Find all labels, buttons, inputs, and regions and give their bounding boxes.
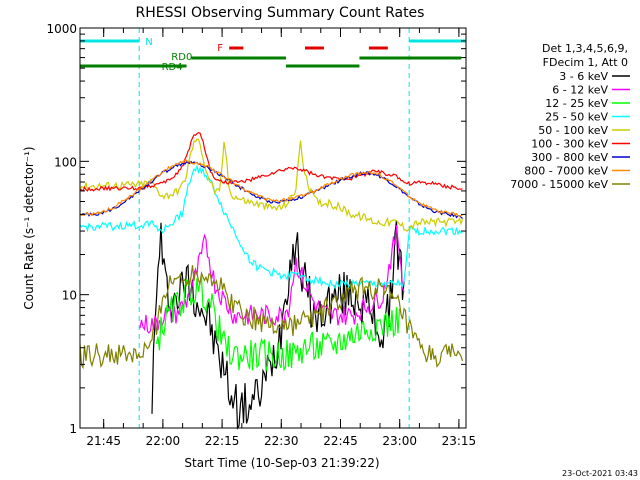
legend-label: 3 - 6 keV bbox=[559, 70, 608, 83]
series-line bbox=[79, 265, 464, 370]
legend-label: 50 - 100 keV bbox=[538, 124, 608, 137]
y-tick-label: 10 bbox=[62, 289, 77, 303]
legend-header-line-2: FDecim 1, Att 0 bbox=[543, 56, 628, 69]
series-line bbox=[155, 276, 401, 372]
flare-label: F bbox=[217, 43, 223, 54]
legend-label: 300 - 800 keV bbox=[531, 151, 608, 164]
x-tick-label: 23:15 bbox=[442, 434, 477, 448]
y-axis-label: Count Rate (s⁻¹ detector⁻¹) bbox=[22, 146, 36, 309]
legend-label: 12 - 25 keV bbox=[545, 97, 608, 110]
chart-title: RHESSI Observing Summary Count Rates bbox=[136, 5, 425, 21]
footer-timestamp: 23-Oct-2021 03:43 bbox=[562, 469, 638, 478]
x-tick-label: 22:00 bbox=[146, 434, 181, 448]
x-tick-label: 22:15 bbox=[205, 434, 240, 448]
legend-label: 6 - 12 keV bbox=[552, 84, 608, 97]
series-line bbox=[79, 164, 463, 291]
y-tick-label: 1000 bbox=[46, 22, 77, 36]
legend-label: 100 - 300 keV bbox=[531, 138, 608, 151]
x-axis-label: Start Time (10-Sep-03 21:39:22) bbox=[184, 456, 379, 470]
x-tick-label: 22:45 bbox=[323, 434, 358, 448]
plot-frame bbox=[79, 27, 467, 429]
legend-label: 800 - 7000 keV bbox=[524, 165, 608, 178]
rd4-label: RD4 bbox=[162, 62, 183, 73]
legend-label: 25 - 50 keV bbox=[545, 111, 608, 124]
series-line bbox=[79, 159, 463, 217]
x-tick-label: 22:30 bbox=[264, 434, 299, 448]
rd0-label: RD0 bbox=[171, 52, 192, 63]
y-tick-label: 1 bbox=[69, 422, 77, 436]
x-tick-label: 23:00 bbox=[382, 434, 417, 448]
night-label: N bbox=[145, 37, 152, 48]
x-tick-label: 21:45 bbox=[86, 434, 121, 448]
legend-label: 7000 - 15000 keV bbox=[510, 178, 608, 191]
y-tick-label: 100 bbox=[54, 155, 77, 169]
series-line bbox=[79, 138, 464, 232]
legend-header-line-1: Det 1,3,4,5,6,9, bbox=[542, 42, 628, 55]
